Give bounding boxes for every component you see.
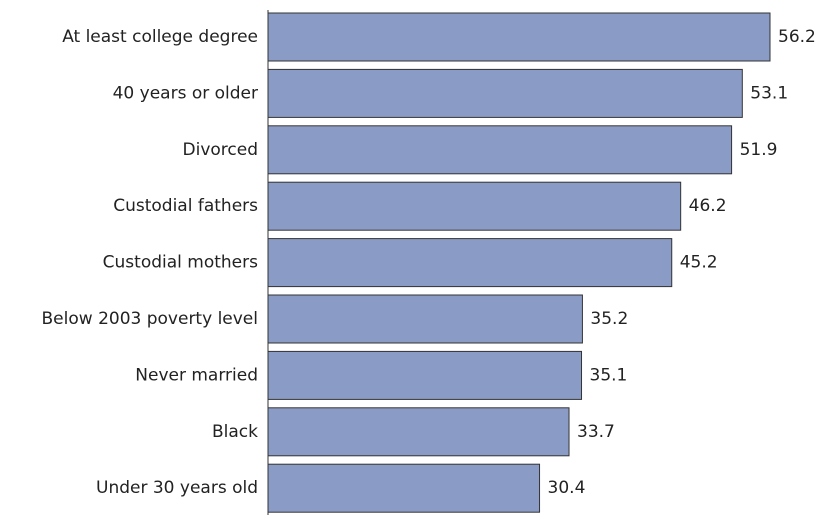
value-label: 45.2 <box>680 253 718 273</box>
category-label: Custodial fathers <box>113 196 258 216</box>
value-label: 46.2 <box>689 196 727 216</box>
value-label: 56.2 <box>778 27 816 47</box>
category-label: Divorced <box>183 140 259 160</box>
value-label: 30.4 <box>548 478 586 498</box>
bar <box>267 463 541 513</box>
bar <box>267 407 570 457</box>
category-label: Never married <box>135 365 258 385</box>
category-label: At least college degree <box>62 27 258 47</box>
bar <box>267 125 733 175</box>
value-label: 35.1 <box>590 365 628 385</box>
bar <box>267 68 743 118</box>
category-label: Under 30 years old <box>96 478 258 498</box>
category-label: Black <box>212 422 258 442</box>
value-label: 35.2 <box>590 309 628 329</box>
value-label: 53.1 <box>750 83 788 103</box>
bar <box>267 350 583 400</box>
bar <box>267 238 673 288</box>
value-label: 33.7 <box>577 422 615 442</box>
bar <box>267 294 583 344</box>
category-label: Below 2003 poverty level <box>42 309 258 329</box>
category-label: Custodial mothers <box>103 253 258 273</box>
value-label: 51.9 <box>740 140 778 160</box>
bar <box>267 181 682 231</box>
bar <box>267 12 771 62</box>
category-label: 40 years or older <box>113 83 258 103</box>
